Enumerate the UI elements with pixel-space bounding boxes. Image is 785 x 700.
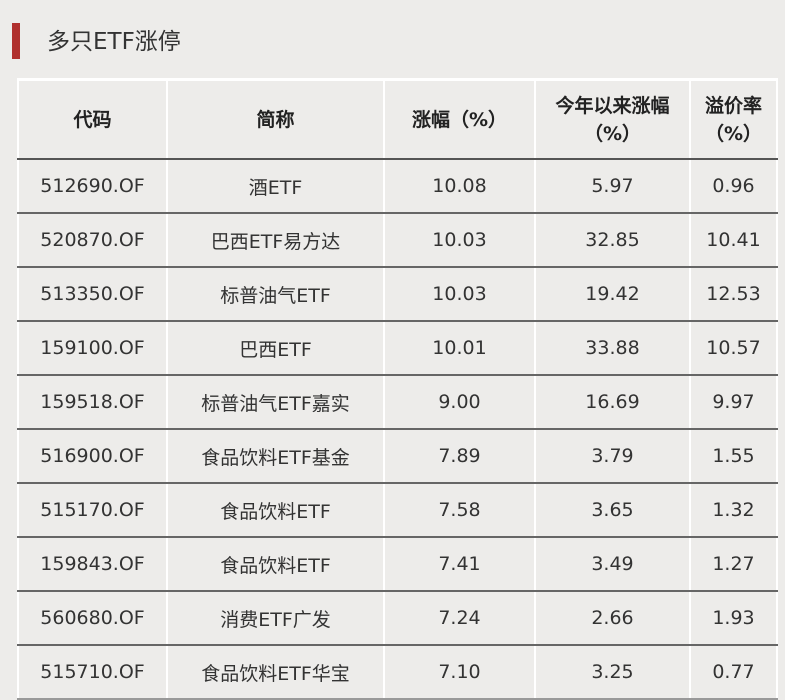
title-accent-bar <box>12 23 20 59</box>
cell-ytd: 19.42 <box>534 267 691 322</box>
cell-change: 7.89 <box>383 429 536 484</box>
cell-name: 标普油气ETF嘉实 <box>166 375 385 430</box>
table-row: 560680.OF 消费ETF广发 7.24 2.66 1.93 <box>17 591 778 646</box>
cell-change: 10.08 <box>383 159 536 214</box>
cell-code: 516900.OF <box>17 429 168 484</box>
header-ytd: 今年以来涨幅（%） <box>534 78 691 160</box>
cell-name: 标普油气ETF <box>166 267 385 322</box>
table-row: 159843.OF 食品饮料ETF 7.41 3.49 1.27 <box>17 537 778 592</box>
cell-code: 520870.OF <box>17 213 168 268</box>
table-row: 159100.OF 巴西ETF 10.01 33.88 10.57 <box>17 321 778 376</box>
cell-ytd: 3.49 <box>534 537 691 592</box>
cell-code: 560680.OF <box>17 591 168 646</box>
cell-premium: 12.53 <box>689 267 778 322</box>
cell-premium: 0.96 <box>689 159 778 214</box>
cell-name: 食品饮料ETF <box>166 537 385 592</box>
cell-change: 10.03 <box>383 213 536 268</box>
cell-premium: 1.32 <box>689 483 778 538</box>
cell-name: 巴西ETF <box>166 321 385 376</box>
cell-code: 159100.OF <box>17 321 168 376</box>
table-row: 516900.OF 食品饮料ETF基金 7.89 3.79 1.55 <box>17 429 778 484</box>
table-row: 520870.OF 巴西ETF易方达 10.03 32.85 10.41 <box>17 213 778 268</box>
cell-premium: 1.27 <box>689 537 778 592</box>
cell-name: 酒ETF <box>166 159 385 214</box>
cell-premium: 10.41 <box>689 213 778 268</box>
cell-change: 7.41 <box>383 537 536 592</box>
etf-table: 代码 简称 涨幅（%） 今年以来涨幅（%） 溢价率（%） 512690.OF 酒E… <box>17 78 778 700</box>
cell-code: 515710.OF <box>17 645 168 700</box>
cell-ytd: 5.97 <box>534 159 691 214</box>
cell-name: 食品饮料ETF华宝 <box>166 645 385 700</box>
cell-ytd: 3.25 <box>534 645 691 700</box>
header-change: 涨幅（%） <box>383 78 536 160</box>
header-premium: 溢价率（%） <box>689 78 778 160</box>
page-title: 多只ETF涨停 <box>47 29 181 55</box>
table-row: 515170.OF 食品饮料ETF 7.58 3.65 1.32 <box>17 483 778 538</box>
table-row: 515710.OF 食品饮料ETF华宝 7.10 3.25 0.77 <box>17 645 778 700</box>
cell-ytd: 33.88 <box>534 321 691 376</box>
cell-premium: 1.93 <box>689 591 778 646</box>
cell-premium: 0.77 <box>689 645 778 700</box>
cell-ytd: 32.85 <box>534 213 691 268</box>
cell-name: 食品饮料ETF <box>166 483 385 538</box>
cell-ytd: 2.66 <box>534 591 691 646</box>
cell-code: 515170.OF <box>17 483 168 538</box>
cell-change: 10.03 <box>383 267 536 322</box>
cell-code: 159843.OF <box>17 537 168 592</box>
cell-ytd: 16.69 <box>534 375 691 430</box>
header-code: 代码 <box>17 78 168 160</box>
cell-code: 512690.OF <box>17 159 168 214</box>
cell-change: 10.01 <box>383 321 536 376</box>
cell-name: 巴西ETF易方达 <box>166 213 385 268</box>
cell-code: 513350.OF <box>17 267 168 322</box>
cell-ytd: 3.79 <box>534 429 691 484</box>
table-row: 513350.OF 标普油气ETF 10.03 19.42 12.53 <box>17 267 778 322</box>
header-premium-text: 溢价率（%） <box>704 94 763 145</box>
cell-premium: 10.57 <box>689 321 778 376</box>
cell-premium: 1.55 <box>689 429 778 484</box>
header-name: 简称 <box>166 78 385 160</box>
table-row: 512690.OF 酒ETF 10.08 5.97 0.96 <box>17 159 778 214</box>
cell-name: 食品饮料ETF基金 <box>166 429 385 484</box>
cell-premium: 9.97 <box>689 375 778 430</box>
cell-change: 7.10 <box>383 645 536 700</box>
cell-code: 159518.OF <box>17 375 168 430</box>
table-row: 159518.OF 标普油气ETF嘉实 9.00 16.69 9.97 <box>17 375 778 430</box>
cell-change: 9.00 <box>383 375 536 430</box>
cell-ytd: 3.65 <box>534 483 691 538</box>
table-header: 代码 简称 涨幅（%） 今年以来涨幅（%） 溢价率（%） <box>17 78 778 160</box>
cell-change: 7.24 <box>383 591 536 646</box>
cell-change: 7.58 <box>383 483 536 538</box>
cell-name: 消费ETF广发 <box>166 591 385 646</box>
header-ytd-text: 今年以来涨幅（%） <box>555 94 670 145</box>
